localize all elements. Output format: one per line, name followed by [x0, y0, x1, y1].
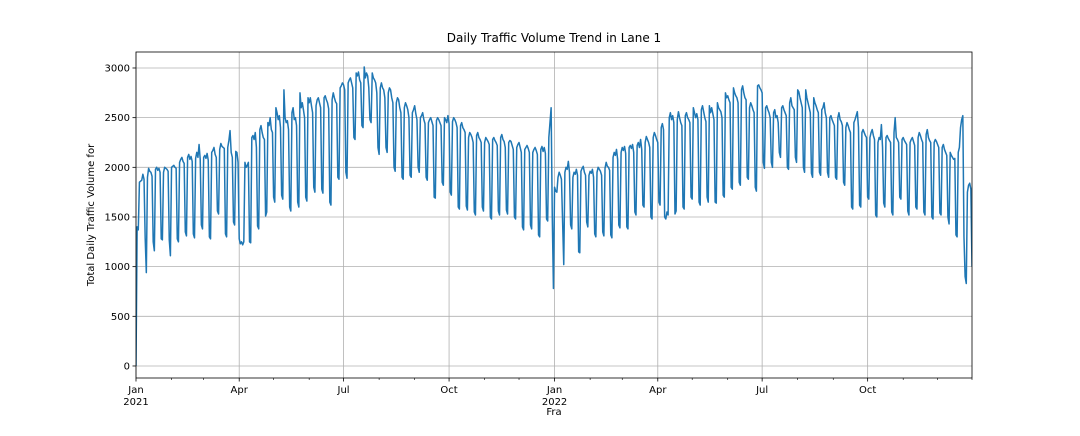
x-tick-label: Oct — [440, 385, 457, 396]
x-tick-label-line: 2021 — [123, 397, 148, 408]
y-tick-label: 1500 — [105, 212, 130, 223]
x-tick-label: Apr — [649, 385, 667, 396]
y-tick-label: 500 — [111, 312, 130, 323]
chart-title: Daily Traffic Volume Trend in Lane 1 — [447, 31, 661, 45]
x-tick-label: Apr — [231, 385, 249, 396]
y-tick-label: 2500 — [105, 113, 130, 124]
plot-frame — [135, 51, 973, 379]
x-tick-label: Jul — [337, 385, 350, 396]
data-line — [136, 66, 972, 366]
y-tick-label: 0 — [124, 361, 130, 372]
x-tick-label-line: 2022 — [542, 397, 567, 408]
y-tick-label: 2000 — [105, 163, 130, 174]
x-axis-label: Fra — [546, 407, 561, 418]
y-tick-label: 3000 — [105, 63, 130, 74]
y-tick-label: 1000 — [105, 262, 130, 273]
x-tick-label: Jan 2022 — [542, 385, 567, 408]
x-tick-label: Jul — [755, 385, 768, 396]
y-axis-label: Total Daily Traffic Volume for — [86, 143, 97, 287]
x-tick-label-line: Jan — [127, 385, 143, 396]
x-tick-label: Jan 2021 — [123, 385, 148, 408]
x-tick-label-line: Jan — [546, 385, 562, 396]
x-tick-label: Oct — [859, 385, 876, 396]
